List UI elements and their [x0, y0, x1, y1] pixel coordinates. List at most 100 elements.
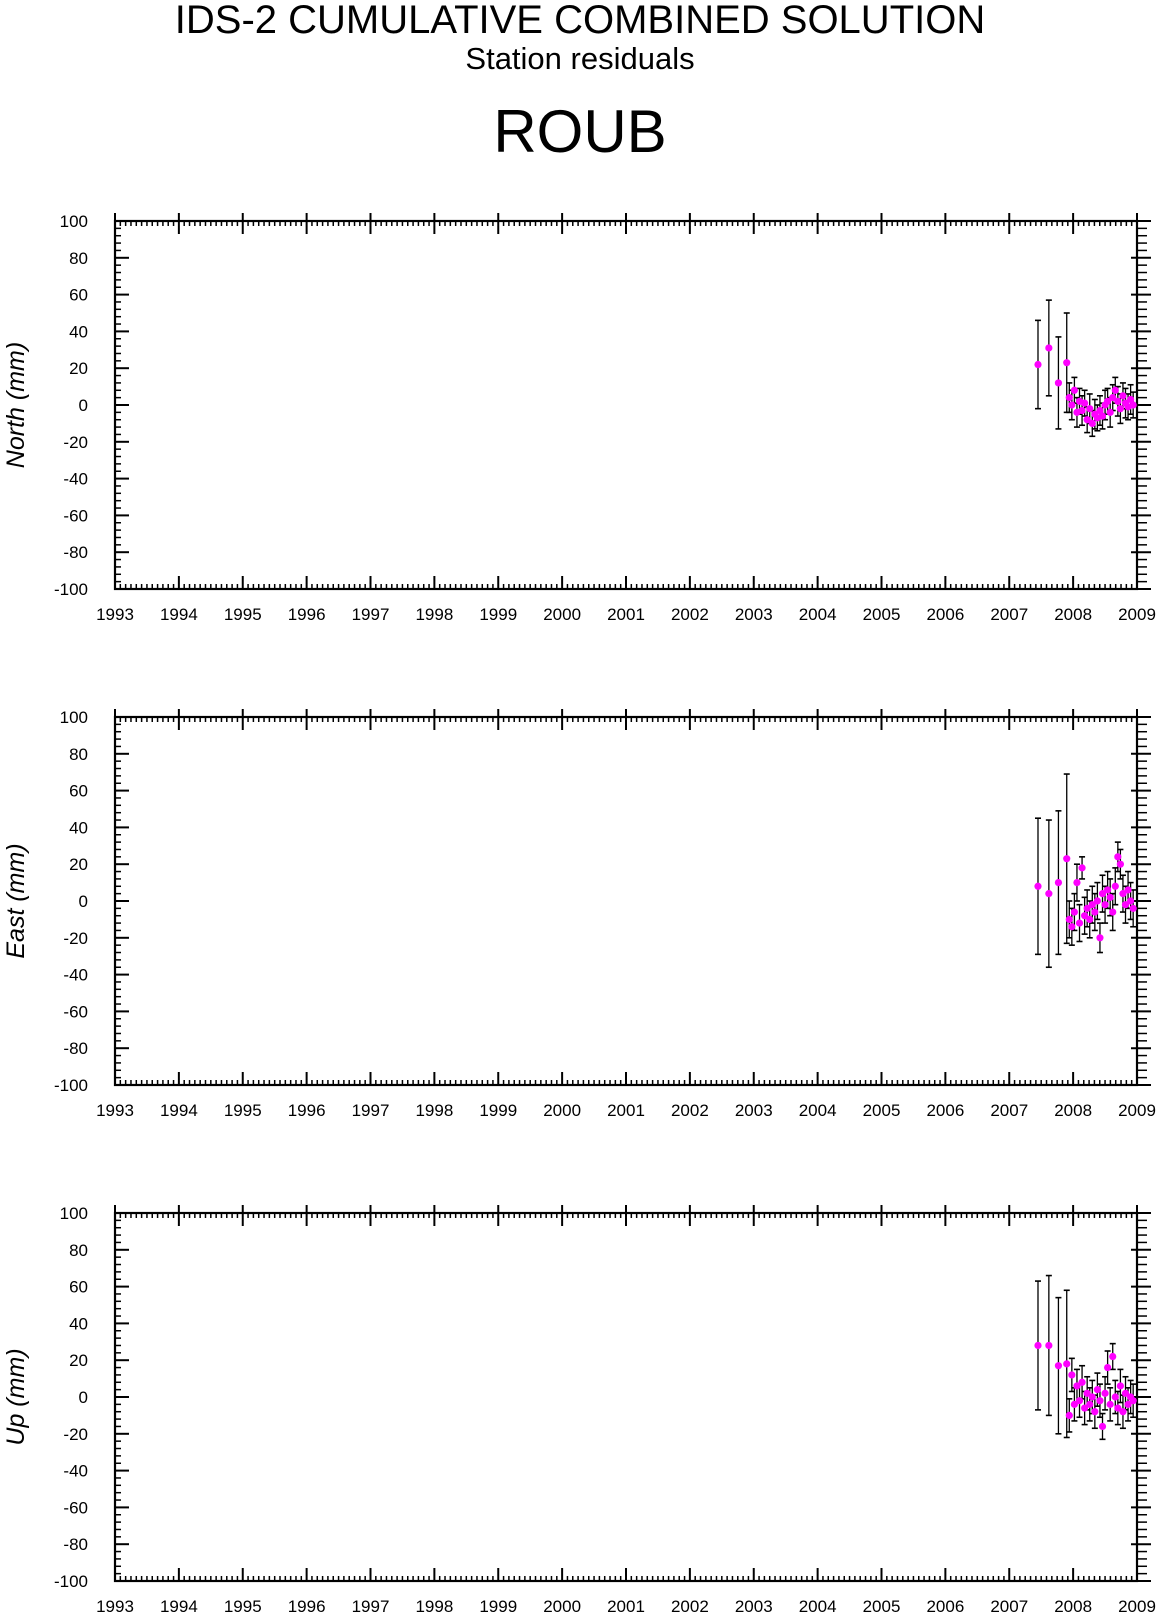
x-tick-label: 2002 — [671, 1597, 709, 1616]
y-tick-label: 20 — [69, 855, 88, 874]
x-tick-label: 2009 — [1118, 1101, 1156, 1120]
x-tick-label: 1999 — [479, 605, 517, 624]
data-point — [1075, 919, 1084, 927]
y-tick-label: -20 — [63, 433, 88, 452]
data-point — [1073, 879, 1081, 887]
y-tick-label: 80 — [69, 1241, 88, 1260]
data-point — [1034, 1341, 1042, 1350]
y-tick-label: -60 — [63, 1002, 88, 1021]
y-axis-label: East (mm) — [2, 843, 30, 958]
y-tick-label: 100 — [60, 1204, 88, 1223]
y-tick-label: 20 — [69, 359, 88, 378]
y-tick-label: -60 — [63, 1498, 88, 1517]
data-point — [1116, 860, 1124, 868]
x-tick-label: 1994 — [160, 1597, 198, 1616]
x-tick-label: 2000 — [543, 1597, 581, 1616]
x-tick-label: 2008 — [1054, 605, 1092, 624]
panel-up: 1993 1994 1995 1996 1997 1998 1999 2000 2001 2002… — [2, 1204, 1156, 1616]
data-point — [1111, 1393, 1119, 1401]
data-point — [1073, 1382, 1081, 1390]
y-tick-label: 0 — [79, 1388, 88, 1407]
data-point — [1109, 1352, 1117, 1361]
data-point — [1101, 1389, 1109, 1397]
data-point — [1034, 882, 1042, 890]
x-tick-label: 2006 — [926, 1101, 964, 1120]
x-tick-label: 2004 — [799, 1597, 837, 1616]
x-tick-label: 2007 — [990, 1101, 1028, 1120]
x-tick-label: 1998 — [415, 1597, 453, 1616]
y-tick-label: 100 — [60, 212, 88, 231]
data-point — [1075, 1397, 1084, 1405]
y-axis-label: Up (mm) — [2, 1348, 30, 1445]
data-point — [1083, 416, 1091, 424]
x-tick-label: 1997 — [352, 605, 390, 624]
data-point — [1065, 1411, 1073, 1419]
data-point — [1101, 901, 1109, 909]
y-tick-label: -20 — [63, 1425, 88, 1444]
data-point — [1068, 1371, 1076, 1379]
y-tick-label: -80 — [63, 543, 88, 562]
x-tick-label: 2003 — [735, 1597, 773, 1616]
y-tick-label: 80 — [69, 249, 88, 268]
x-tick-label: 2004 — [799, 1101, 837, 1120]
data-point — [1109, 394, 1117, 402]
data-point — [1086, 915, 1094, 924]
data-point — [1054, 879, 1063, 887]
chart-subtitle: Station residuals — [465, 41, 695, 76]
x-tick-label: 1995 — [224, 605, 262, 624]
y-tick-label: -100 — [54, 1572, 88, 1591]
y-tick-label: 60 — [69, 1278, 88, 1297]
y-tick-label: -100 — [54, 580, 88, 599]
x-tick-label: 2007 — [990, 1597, 1028, 1616]
y-tick-label: 40 — [69, 1314, 88, 1333]
data-point — [1104, 1363, 1112, 1372]
x-tick-label: 2002 — [671, 1101, 709, 1120]
data-point — [1065, 394, 1073, 402]
x-tick-label: 2009 — [1118, 605, 1156, 624]
x-tick-label: 2003 — [735, 605, 773, 624]
data-point — [1045, 344, 1053, 352]
data-point — [1034, 360, 1042, 369]
data-point — [1116, 405, 1124, 413]
data-point — [1104, 886, 1112, 894]
x-tick-label: 1993 — [96, 1101, 134, 1120]
x-tick-label: 1999 — [479, 1597, 517, 1616]
x-tick-label: 1993 — [96, 605, 134, 624]
data-point — [1096, 1397, 1104, 1405]
data-point — [1127, 897, 1135, 905]
data-point — [1081, 399, 1089, 407]
y-tick-label: 60 — [69, 782, 88, 801]
data-point — [1068, 401, 1076, 409]
x-tick-label: 2008 — [1054, 1597, 1092, 1616]
x-tick-label: 2004 — [799, 605, 837, 624]
x-tick-label: 2006 — [926, 1597, 964, 1616]
x-tick-label: 1995 — [224, 1101, 262, 1120]
x-tick-label: 2000 — [543, 1101, 581, 1120]
x-tick-label: 2002 — [671, 605, 709, 624]
panel-east: 1993 1994 1995 1996 1997 1998 1999 2000 2001 2002… — [2, 708, 1156, 1120]
y-tick-label: 100 — [60, 708, 88, 727]
data-point — [1088, 419, 1096, 427]
data-point — [1078, 864, 1086, 872]
y-tick-label: 20 — [69, 1351, 88, 1370]
x-tick-label: 1995 — [224, 1597, 262, 1616]
y-tick-label: 60 — [69, 286, 88, 305]
x-tick-label: 2009 — [1118, 1597, 1156, 1616]
x-tick-label: 1993 — [96, 1597, 134, 1616]
y-tick-label: 0 — [79, 396, 88, 415]
x-tick-label: 1994 — [160, 605, 198, 624]
panel-north: 1993 1994 1995 1996 1997 1998 1999 2000 2001 2002… — [2, 212, 1156, 624]
x-tick-label: 1998 — [415, 605, 453, 624]
data-point — [1121, 901, 1130, 909]
data-point — [1045, 1341, 1053, 1350]
y-tick-label: 0 — [79, 892, 88, 911]
data-point — [1078, 1378, 1086, 1386]
data-point — [1088, 901, 1096, 909]
data-point — [1083, 904, 1091, 912]
x-tick-label: 2001 — [607, 605, 645, 624]
data-point — [1068, 923, 1076, 931]
x-tick-label: 1997 — [352, 1101, 390, 1120]
data-point — [1045, 890, 1053, 898]
y-tick-label: 40 — [69, 818, 88, 837]
